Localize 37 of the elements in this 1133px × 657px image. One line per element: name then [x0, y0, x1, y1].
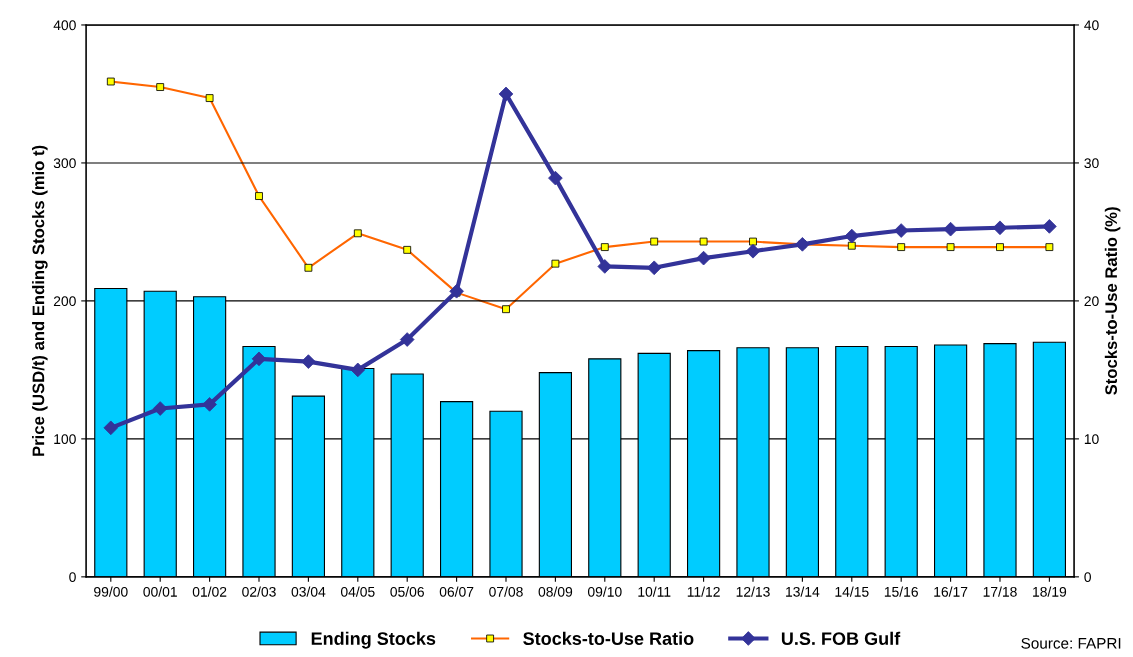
x-tick-label: 02/03 — [242, 586, 276, 597]
x-tick-label: 14/15 — [835, 586, 869, 597]
x-tick-label: 12/13 — [736, 586, 770, 597]
point — [449, 283, 464, 299]
y2-tick-label: 20 — [1084, 296, 1099, 307]
y-tick-label: 300 — [53, 158, 76, 169]
x-tick-label: 09/10 — [587, 586, 622, 597]
y-tick-label: 400 — [53, 20, 76, 31]
y2-tick-label: 10 — [1084, 434, 1099, 445]
y-tick-label: 200 — [53, 296, 76, 307]
x-tick-label: 10/11 — [638, 586, 671, 597]
legend-label: Stocks-to-Use Ratio — [523, 631, 694, 645]
legend-label: U.S. FOB Gulf — [781, 631, 901, 645]
x-tick-label: 06/07 — [439, 586, 474, 597]
y-axis-title: Price (USD/t) and Ending Stocks (mio t) — [32, 145, 48, 456]
y2-tick-label: 30 — [1084, 158, 1099, 169]
x-tick-label: 08/09 — [538, 586, 573, 597]
y-tick-label: 100 — [54, 434, 76, 445]
x-tick-label: 03/04 — [291, 586, 326, 597]
x-tick-label: 00/01 — [143, 586, 177, 597]
x-tick-label: 18/19 — [1033, 586, 1067, 597]
x-tick-label: 15/16 — [884, 586, 918, 597]
x-tick-label: 01/02 — [192, 586, 227, 597]
x-tick-label: 05/06 — [390, 586, 424, 597]
y2-tick-label: 40 — [1084, 20, 1099, 31]
x-tick-label: 16/17 — [934, 586, 968, 597]
x-tick-label: 17/18 — [983, 586, 1017, 597]
y2-axis-title: Stocks-to-Use Ratio (%) — [1104, 207, 1121, 395]
x-tick-label: 11/12 — [687, 586, 720, 597]
legend-label: Ending Stocks — [311, 631, 436, 649]
y2-tick-label: 0 — [1084, 572, 1091, 583]
x-tick-label: 04/05 — [340, 586, 375, 597]
x-tick-label: 07/08 — [489, 586, 523, 597]
x-tick-label: 99/00 — [94, 586, 128, 597]
x-tick-label: 13/14 — [786, 586, 820, 597]
y-tick-label: 0 — [69, 572, 76, 583]
source-note: Source: FAPRI — [1021, 637, 1121, 649]
